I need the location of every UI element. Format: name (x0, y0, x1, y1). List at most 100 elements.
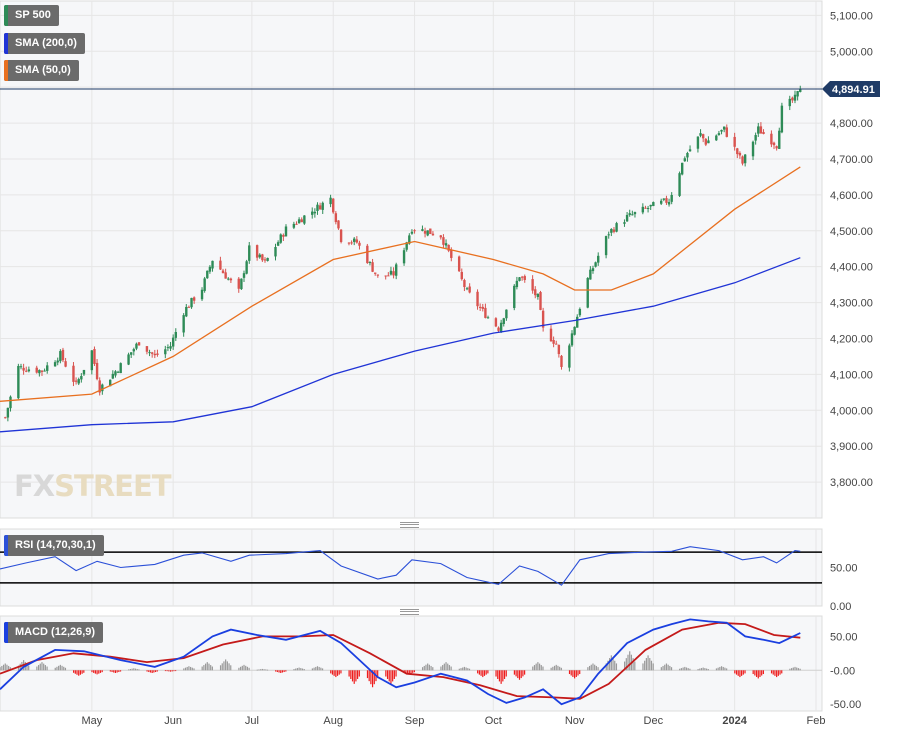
macd-hist-bar-neg (156, 670, 158, 672)
candle-body-up (408, 235, 411, 244)
macd-hist-bar-pos (230, 665, 232, 671)
macd-hist-bar-pos (684, 666, 686, 671)
candle-body-up (227, 278, 230, 280)
macd-hist-bar-pos (789, 668, 791, 671)
macd-hist-bar-neg (118, 670, 120, 673)
candle-body-down (371, 262, 374, 272)
pane-macd-background (0, 615, 823, 712)
macd-hist-bar-neg (173, 670, 175, 672)
candle-body-up (274, 247, 277, 257)
candle-body-down (741, 156, 744, 164)
candle-body-up (659, 200, 663, 204)
macd-hist-bar-neg (366, 670, 369, 679)
macd-pane-resize-handle[interactable] (400, 609, 419, 615)
candle-body-up (421, 229, 424, 231)
macd-hist-bar-pos (553, 665, 556, 671)
macd-hist-bar-pos (432, 667, 434, 671)
macd-hist-bar-neg (500, 670, 502, 684)
macd-hist-bar-pos (644, 660, 646, 671)
candle-body-up (696, 136, 700, 149)
macd-hist-bar-pos (0, 667, 1, 671)
legend-sma200[interactable]: SMA (200,0) (4, 33, 85, 54)
rsi-pane-resize-handle[interactable] (400, 522, 419, 528)
macd-hist-bar-neg (73, 670, 75, 673)
candle-body-up (699, 133, 702, 136)
candle-body-down (762, 132, 765, 135)
macd-hist-bar-pos (61, 665, 63, 671)
macd-hist-bar-neg (413, 670, 416, 673)
legend-rsi[interactable]: RSI (14,70,30,1) (4, 535, 104, 556)
candle-body-up (190, 297, 193, 308)
macd-hist-bar-pos (594, 664, 596, 671)
macd-hist-bar-neg (522, 670, 524, 677)
legend-macd[interactable]: MACD (12,26,9) (4, 622, 104, 643)
macd-hist-bar-pos (465, 667, 467, 671)
candle-body-down (484, 307, 487, 318)
candle-body-up (757, 126, 760, 134)
candle-body-up (316, 204, 319, 211)
macd-hist-bar-pos (245, 665, 247, 671)
macd-hist-bar-pos (311, 668, 313, 671)
macd-hist-bar-pos (266, 669, 269, 671)
macd-hist-bar-pos (609, 658, 611, 671)
macd-hist-bar-neg (574, 670, 576, 679)
main-y-tick-label: 4,500.00 (830, 226, 873, 238)
candle-body-down (137, 342, 141, 346)
macd-hist-bar-pos (669, 665, 671, 671)
macd-hist-bar-pos (649, 658, 651, 671)
candle-body-up (570, 333, 574, 346)
legend-sma50[interactable]: SMA (50,0) (4, 60, 79, 81)
candle-body-up (502, 318, 505, 324)
macd-hist-bar-pos (726, 668, 728, 671)
legend-sp500-label: SP 500 (15, 9, 51, 21)
macd-hist-bar-neg (480, 670, 482, 676)
candle-body-down (153, 353, 157, 356)
macd-hist-bar-pos (447, 663, 449, 671)
candle-body-up (586, 278, 589, 308)
candle-body-up (667, 202, 671, 205)
legend-sp500[interactable]: SP 500 (4, 5, 59, 26)
macd-hist-bar-neg (166, 670, 168, 672)
macd-hist-bar-pos (243, 664, 245, 671)
candle-body-up (686, 153, 689, 158)
macd-hist-bar-neg (772, 670, 774, 675)
candle-body-up (623, 222, 626, 224)
candle-body-up (717, 133, 721, 135)
macd-hist-bar-pos (632, 658, 634, 671)
macd-hist-bar-pos (660, 667, 662, 671)
candle-body-up (77, 379, 80, 384)
macd-hist-bar-pos (667, 664, 669, 671)
macd-hist-bar-neg (333, 670, 335, 676)
macd-hist-bar-neg (385, 670, 387, 677)
main-y-tick-label: 3,800.00 (830, 477, 873, 489)
macd-hist-bar-neg (280, 670, 282, 673)
candle-body-up (743, 154, 747, 164)
candlestick-series (4, 85, 802, 422)
candle-body-up (688, 149, 692, 152)
macd-hist-bar-pos (647, 655, 649, 671)
macd-hist-bar-neg (739, 670, 741, 678)
candle-body-down (384, 275, 387, 277)
candle-body-up (683, 158, 687, 162)
candle-body-up (311, 211, 314, 215)
candle-body-up (628, 213, 631, 215)
candle-body-up (329, 197, 332, 205)
macd-hist-bar-neg (377, 670, 379, 679)
macd-hist-bar-pos (228, 663, 230, 671)
candle-body-down (413, 230, 416, 232)
macd-hist-bar-neg (503, 670, 506, 679)
macd-hist-bar-pos (423, 665, 425, 671)
candle-body-up (114, 371, 117, 376)
macd-hist-bar-pos (2, 664, 5, 671)
candle-body-up (652, 202, 655, 207)
candle-body-down (431, 233, 435, 236)
candle-body-down (725, 127, 728, 137)
candle-body-down (366, 245, 369, 263)
pane-main-background (0, 0, 823, 519)
macd-hist-bar-pos (188, 666, 190, 671)
candle-body-down (4, 417, 7, 419)
macd-hist-bar-neg (350, 670, 352, 679)
macd-hist-bar-pos (17, 665, 20, 671)
candle-body-down (25, 370, 28, 372)
macd-hist-bar-pos (428, 664, 430, 671)
